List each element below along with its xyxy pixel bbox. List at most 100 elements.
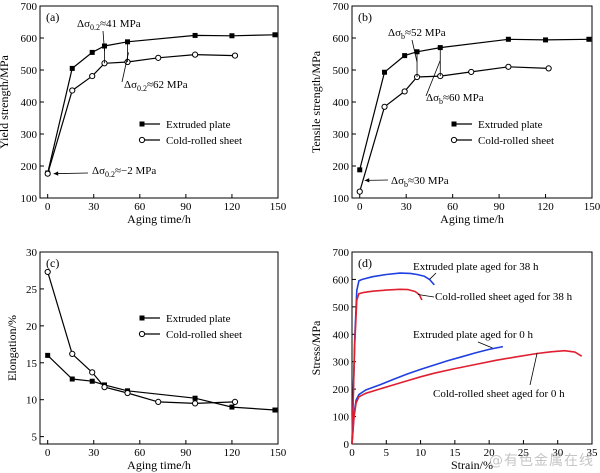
curve-label: Cold-rolled sheet aged for 0 h — [433, 388, 565, 400]
x-tick-label: 0 — [349, 447, 355, 459]
annotation-delta-30-value: ≈30 MPa — [408, 175, 449, 187]
annotation-delta-41-subscript: 0.2 — [90, 23, 100, 32]
y-tick-label: 400 — [333, 97, 350, 109]
y-axis-label: Tensile strength/MPa — [309, 50, 323, 153]
y-tick-label: 25 — [26, 284, 38, 296]
annotation-delta-neg2-subscript: 0.2 — [105, 170, 115, 179]
x-tick-label: 90 — [180, 201, 192, 213]
series-line — [359, 66, 549, 192]
y-tick-label: 600 — [21, 33, 38, 45]
legend-marker — [450, 136, 458, 144]
series-extruded-plate — [45, 32, 278, 176]
panel-a-yield-strength: 0 30 60 90 120 150 100 200 300 400 500 600 700 Aging … — [0, 1, 287, 226]
annotation-leader — [411, 39, 418, 63]
y-tick-label: 700 — [333, 1, 350, 13]
y-tick-label: 500 — [21, 65, 38, 77]
data-point — [89, 72, 96, 80]
legend-label: Extruded plate — [478, 119, 543, 131]
x-tick-label: 5 — [384, 447, 390, 459]
data-point — [382, 69, 388, 75]
legend-entry: Cold-rolled sheet — [138, 329, 242, 341]
x-tick-label: 0 — [45, 201, 51, 213]
plot-frame — [39, 5, 279, 199]
annotation-delta-neg2-symbol: Δσ — [92, 165, 105, 177]
annotation-delta-30-symbol: Δσ — [391, 175, 404, 187]
curve-label-leader — [429, 272, 437, 280]
data-point — [543, 37, 549, 43]
x-tick-label: 30 — [401, 201, 413, 213]
data-point — [89, 369, 96, 376]
data-point — [545, 65, 552, 72]
annotation-delta-52-symbol: Δσ — [388, 27, 401, 39]
data-point — [402, 53, 408, 59]
y-tick-label: 500 — [333, 302, 350, 314]
y-tick-label: 200 — [333, 384, 350, 396]
data-point — [357, 167, 363, 173]
y-tick-label: 5 — [32, 432, 38, 444]
y-tick-label: 700 — [333, 247, 350, 259]
legend-label: Cold-rolled sheet — [478, 135, 554, 147]
legend-entry: Cold-rolled sheet — [138, 135, 242, 147]
panel-label: (c) — [46, 256, 59, 270]
x-tick-label: 30 — [88, 201, 100, 213]
annotation-delta-30: Δσb≈30 MPa — [391, 175, 449, 189]
y-tick-label: 400 — [333, 329, 350, 341]
legend-marker — [138, 330, 146, 338]
data-point — [468, 68, 475, 76]
y-tick-label: 30 — [26, 247, 38, 259]
curve-label-leader — [477, 341, 493, 349]
y-tick-label: 100 — [333, 412, 350, 424]
x-axis-label: Aging time/h — [440, 212, 504, 226]
x-tick-label: 30 — [552, 447, 564, 459]
watermark: @有色金属在线 — [489, 453, 594, 469]
x-axis-label: Strain/% — [451, 458, 493, 472]
data-point — [192, 395, 198, 401]
annotation-delta-41-symbol: Δσ — [77, 18, 90, 30]
x-tick-label: 150 — [270, 447, 287, 459]
x-tick-label: 25 — [518, 447, 530, 459]
legend-marker — [451, 121, 457, 127]
y-tick-label: 600 — [333, 274, 350, 286]
data-point — [69, 65, 75, 71]
legend-label: Extruded plate — [166, 119, 231, 131]
data-point — [191, 400, 199, 407]
panel-label: (d) — [358, 256, 372, 270]
panel-label: (b) — [358, 10, 372, 24]
data-point — [191, 51, 199, 58]
data-point — [44, 170, 51, 177]
y-tick-label: 400 — [21, 97, 38, 109]
data-point — [69, 87, 76, 94]
legend-entry: Extruded plate — [139, 313, 231, 325]
annotation-delta-62-subscript: 0.2 — [137, 84, 147, 93]
x-tick-label: 150 — [270, 201, 287, 213]
curve-extruded-0h — [351, 345, 504, 445]
x-tick-label: 120 — [224, 447, 241, 459]
data-point — [272, 407, 278, 413]
x-axis-label: Aging time/h — [127, 458, 191, 472]
x-tick-label: 20 — [484, 447, 496, 459]
plot-frame — [351, 251, 593, 445]
curve-label: Extruded plate aged for 0 h — [413, 329, 534, 341]
data-point — [192, 32, 198, 38]
series-line — [47, 354, 275, 411]
annotation-delta-30-subscript: b — [404, 180, 408, 189]
y-tick-label: 600 — [333, 33, 350, 45]
legend-label: Extruded plate — [166, 313, 231, 325]
panel-b-tensile-strength: 0 30 60 90 120 150 100 200 300 400 500 600 700 Aging … — [309, 1, 600, 226]
x-axis-label: Aging time/h — [127, 212, 191, 226]
annotation-delta-60-value: ≈60 MPa — [443, 92, 484, 104]
data-point — [155, 398, 162, 406]
panel-label: (a) — [46, 10, 59, 24]
y-axis-label: Elongation/% — [5, 315, 19, 381]
curve-label: Cold-rolled sheet aged for 38 h — [435, 291, 573, 303]
x-tick-label: 120 — [537, 201, 554, 213]
x-tick-label: 0 — [357, 201, 363, 213]
series-line — [47, 271, 236, 405]
data-point — [505, 36, 511, 42]
y-tick-label: 300 — [333, 129, 350, 141]
annotation-delta-60: Δσb≈60 MPa — [426, 92, 484, 106]
legend-entry: Cold-rolled sheet — [450, 135, 554, 147]
y-tick-label: 100 — [21, 193, 38, 205]
curve-cold-rolled-38h — [351, 288, 423, 445]
